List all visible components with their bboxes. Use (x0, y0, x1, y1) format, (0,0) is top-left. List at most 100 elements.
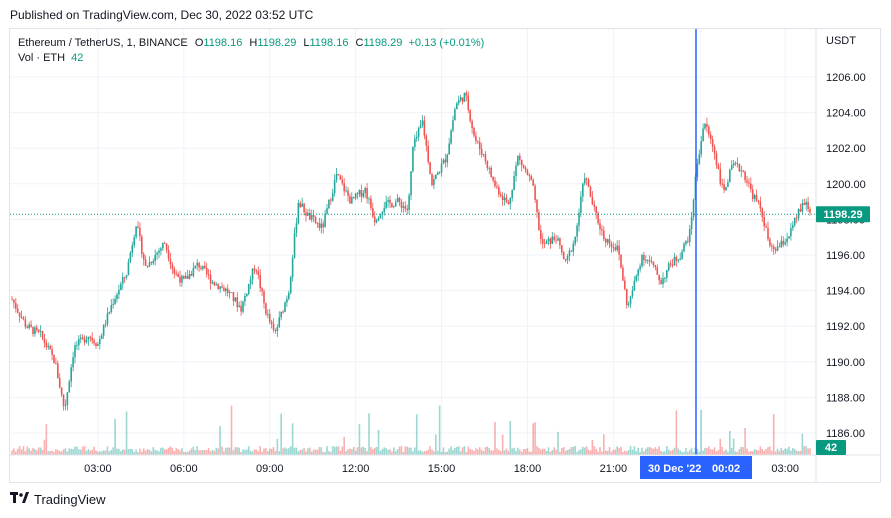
volume-bar (60, 451, 63, 455)
volume-bar (683, 451, 685, 455)
currency-label[interactable]: USDT (826, 35, 856, 47)
volume-bar (265, 448, 267, 455)
volume-bar (11, 450, 13, 455)
volume-bar (486, 446, 489, 455)
volume-bar (536, 446, 538, 455)
volume-bar (595, 448, 597, 455)
candle-body (142, 253, 145, 260)
volume-bar (675, 410, 678, 455)
candle-body (89, 336, 92, 338)
candle-body (99, 338, 101, 344)
volume-bar (297, 451, 300, 455)
candle-body (368, 198, 370, 200)
volume-bar (328, 451, 330, 455)
candle-body (183, 275, 185, 279)
brand-footer[interactable]: TradingView (10, 492, 106, 507)
volume-bar (127, 449, 130, 455)
volume-bar (530, 451, 533, 455)
candle-body (414, 138, 416, 147)
volume-bar (635, 451, 638, 455)
volume-bar (528, 451, 531, 455)
candle-body (139, 227, 141, 237)
volume-bar (228, 447, 231, 455)
volume-bar (681, 451, 683, 455)
volume-bar (807, 448, 809, 455)
volume-bar (614, 449, 617, 455)
volume-bar (545, 451, 548, 455)
candle-body (62, 394, 65, 406)
volume-bar (217, 448, 219, 455)
volume-bar (742, 447, 744, 455)
candle-body (490, 167, 492, 177)
volume-bar (755, 450, 758, 455)
volume-bar (324, 451, 326, 455)
candle-body (391, 203, 393, 208)
candle-body (421, 120, 424, 126)
candle-body (310, 215, 313, 220)
candle-body (555, 239, 557, 241)
candle-body (339, 175, 342, 180)
volume-bar (177, 448, 179, 455)
candle-body (759, 201, 762, 209)
volume-bar (721, 446, 723, 455)
candle-body (429, 161, 431, 175)
volume-bar (226, 447, 229, 455)
volume-bar (599, 447, 601, 455)
candle-body (57, 363, 59, 379)
candle-body (244, 296, 246, 302)
volume-bar (385, 448, 387, 455)
volume-bar (163, 449, 166, 455)
candle-body (645, 260, 647, 261)
legend-symbol[interactable]: Ethereum / TetherUS, 1, BINANCE (18, 37, 188, 49)
volume-bar (429, 446, 431, 455)
candle-body (72, 357, 74, 368)
candle-body (446, 154, 449, 163)
candle-body (169, 258, 172, 265)
volume-bar (509, 421, 512, 455)
candle-body (30, 324, 32, 327)
volume-bar (438, 405, 441, 455)
volume-bar (305, 451, 307, 455)
volume-bar (436, 450, 439, 455)
volume-bar (482, 451, 485, 455)
candle-body (259, 274, 261, 289)
candle-body (595, 206, 597, 214)
volume-bar (618, 447, 620, 455)
candle-body (379, 214, 382, 218)
candle-body (295, 223, 298, 233)
volume-bar (154, 449, 156, 455)
volume-bar (49, 451, 51, 455)
candle-body (496, 186, 498, 188)
volume-bar (18, 446, 21, 455)
volume-bar (32, 447, 34, 455)
x-tick-label: 03:00 (84, 463, 112, 475)
chart-frame[interactable] (9, 28, 881, 483)
volume-bar (303, 448, 305, 455)
volume-label[interactable]: Vol · ETH (18, 52, 66, 64)
volume-bar (102, 450, 105, 455)
candle-body (141, 236, 143, 254)
candle-body (297, 202, 300, 224)
volume-bar (524, 448, 527, 455)
volume-bar (427, 449, 429, 455)
candle-body (614, 247, 617, 250)
candle-body (753, 195, 756, 199)
candle-body (524, 167, 527, 171)
candle-body (706, 123, 708, 127)
legend-low-value: 1198.16 (309, 37, 349, 49)
candle-body (431, 174, 433, 185)
candle-body (83, 337, 86, 343)
volume-bar (387, 450, 389, 455)
candle-body (709, 134, 712, 140)
candle-body (477, 141, 479, 142)
candle-body (381, 211, 384, 215)
candle-body (677, 260, 680, 261)
volume-bar (320, 447, 323, 455)
volume-bar (417, 450, 420, 455)
candle-body (32, 326, 34, 335)
volume-bar (148, 449, 151, 455)
volume-bar (276, 438, 279, 455)
candle-body (641, 255, 643, 267)
volume-bar (606, 450, 609, 455)
